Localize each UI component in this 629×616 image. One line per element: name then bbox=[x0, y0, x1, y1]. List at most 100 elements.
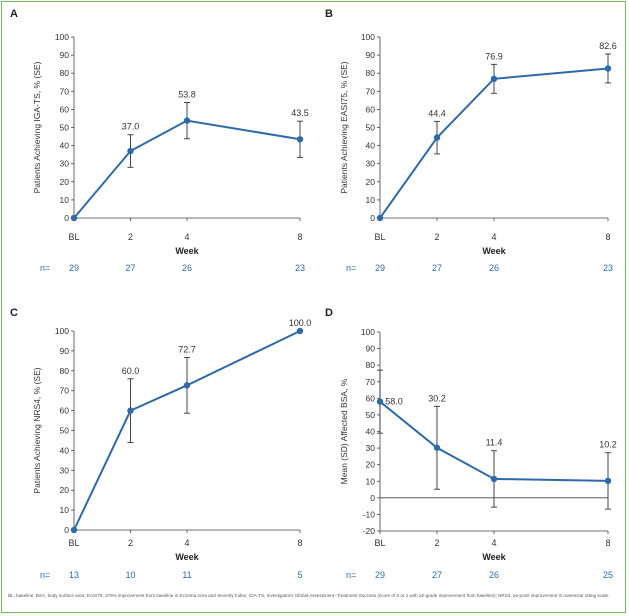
data-point bbox=[376, 214, 384, 222]
n-count-label: 26 bbox=[489, 263, 499, 273]
y-tick-label: 20 bbox=[60, 485, 70, 495]
y-tick-label: 0 bbox=[370, 213, 375, 223]
y-tick-label: 20 bbox=[60, 177, 70, 187]
x-tick-label: BL bbox=[68, 538, 79, 548]
data-label: 76.9 bbox=[485, 51, 503, 61]
n-count-label: 11 bbox=[182, 570, 191, 580]
y-tick-label: 10 bbox=[60, 505, 70, 515]
n-count-label: 25 bbox=[603, 570, 613, 580]
n-count-label: 27 bbox=[125, 263, 135, 273]
chart-panel-c: C 0 10 20 30 40 50 60 70 80 90 100 BL 2 4 8 Patients Ach… bbox=[10, 307, 311, 580]
n-count-label: 26 bbox=[182, 263, 192, 273]
y-tick-label: 70 bbox=[60, 386, 70, 396]
y-tick-label: 80 bbox=[366, 68, 376, 78]
y-tick-label: 100 bbox=[55, 326, 69, 336]
data-point bbox=[296, 327, 304, 335]
y-tick-label: 20 bbox=[366, 177, 376, 187]
data-label: 72.7 bbox=[178, 344, 196, 354]
data-point bbox=[376, 398, 384, 405]
y-tick-label: 10 bbox=[366, 195, 376, 205]
y-tick-label: 0 bbox=[64, 525, 69, 535]
x-axis-label: Week bbox=[175, 552, 199, 562]
data-point bbox=[490, 75, 498, 83]
series-line bbox=[379, 67, 609, 219]
series-line bbox=[379, 400, 609, 482]
data-point bbox=[183, 382, 191, 389]
data-label: 44.4 bbox=[428, 108, 446, 118]
y-tick-label: 60 bbox=[60, 104, 70, 114]
n-row-prefix: n= bbox=[40, 570, 50, 580]
data-point bbox=[490, 475, 498, 483]
n-row-prefix: n= bbox=[40, 263, 50, 273]
y-tick-label: 40 bbox=[366, 427, 376, 437]
y-tick-label: 30 bbox=[60, 465, 70, 475]
n-count-label: 29 bbox=[375, 263, 385, 273]
x-tick-label: 8 bbox=[605, 538, 610, 548]
y-tick-label: 70 bbox=[366, 86, 376, 96]
data-label: 82.6 bbox=[599, 41, 617, 51]
y-tick-label: 30 bbox=[60, 159, 70, 169]
n-count-label: 27 bbox=[432, 570, 442, 580]
data-label: 10.2 bbox=[599, 440, 617, 450]
y-axis-label: Patients Achieving IGA-TS, % (SE) bbox=[32, 61, 42, 193]
y-tick-label: 60 bbox=[366, 393, 376, 403]
data-point bbox=[296, 136, 304, 143]
y-tick-label: 0 bbox=[64, 213, 69, 223]
x-axis-label: Week bbox=[482, 552, 506, 562]
y-tick-label: 90 bbox=[60, 50, 70, 60]
x-tick-label: 2 bbox=[128, 538, 133, 548]
data-label: 43.5 bbox=[291, 108, 309, 118]
x-tick-label: BL bbox=[68, 232, 79, 242]
y-tick-label: 90 bbox=[60, 346, 70, 356]
y-tick-label: 40 bbox=[60, 445, 70, 455]
x-tick-label: BL bbox=[374, 232, 385, 242]
n-count-label: 26 bbox=[489, 570, 499, 580]
n-count-label: 23 bbox=[603, 263, 613, 273]
data-label: 30.2 bbox=[428, 393, 446, 403]
y-tick-label: 60 bbox=[366, 104, 376, 114]
panel-letter: A bbox=[10, 8, 18, 20]
y-axis-label: Patients Achieving NRS4, % (SE) bbox=[32, 367, 42, 493]
data-point bbox=[604, 65, 612, 72]
y-tick-label: 100 bbox=[361, 32, 375, 42]
n-row-prefix: n= bbox=[346, 570, 356, 580]
x-tick-label: 4 bbox=[491, 232, 496, 242]
y-tick-label: 30 bbox=[366, 159, 376, 169]
n-count-label: 23 bbox=[295, 263, 305, 273]
x-axis-label: Week bbox=[482, 246, 506, 256]
y-axis-label: Mean (SD) Affected BSA, % bbox=[339, 378, 349, 484]
data-label: 53.8 bbox=[178, 90, 196, 100]
x-tick-label: 8 bbox=[605, 232, 610, 242]
y-tick-label: 40 bbox=[366, 141, 376, 151]
data-label: 100.0 bbox=[289, 318, 312, 328]
figure-footnote: BL, baseline; BSA, body surface area; EA… bbox=[8, 593, 610, 598]
n-row-prefix: n= bbox=[346, 263, 356, 273]
x-tick-label: 4 bbox=[184, 538, 189, 548]
y-tick-label: 20 bbox=[366, 460, 376, 470]
y-tick-label: 50 bbox=[366, 410, 376, 420]
x-tick-label: 2 bbox=[128, 232, 133, 242]
y-tick-label: 40 bbox=[60, 141, 70, 151]
series-line bbox=[73, 330, 301, 531]
n-count-label: 29 bbox=[69, 263, 79, 273]
y-tick-label: 100 bbox=[55, 32, 69, 42]
data-label: 58.0 bbox=[385, 397, 403, 407]
y-tick-label: 90 bbox=[366, 344, 376, 354]
n-count-label: 10 bbox=[125, 570, 135, 580]
series-line bbox=[73, 119, 301, 219]
y-tick-label: 10 bbox=[366, 476, 376, 486]
x-tick-label: BL bbox=[374, 538, 385, 548]
y-tick-label: 30 bbox=[366, 443, 376, 453]
x-tick-label: 8 bbox=[297, 538, 302, 548]
data-point bbox=[183, 117, 191, 124]
n-count-label: 5 bbox=[297, 570, 302, 580]
n-count-label: 27 bbox=[432, 263, 442, 273]
n-count-label: 29 bbox=[375, 570, 385, 580]
chart-panel-b: B 0 10 20 30 40 50 60 70 80 90 100 BL 2 4 8 Patients Ach… bbox=[325, 8, 617, 273]
y-tick-label: 50 bbox=[366, 123, 376, 133]
x-tick-label: 4 bbox=[491, 538, 496, 548]
y-tick-label: 50 bbox=[60, 123, 70, 133]
data-point bbox=[70, 214, 78, 222]
data-label: 37.0 bbox=[122, 122, 140, 132]
